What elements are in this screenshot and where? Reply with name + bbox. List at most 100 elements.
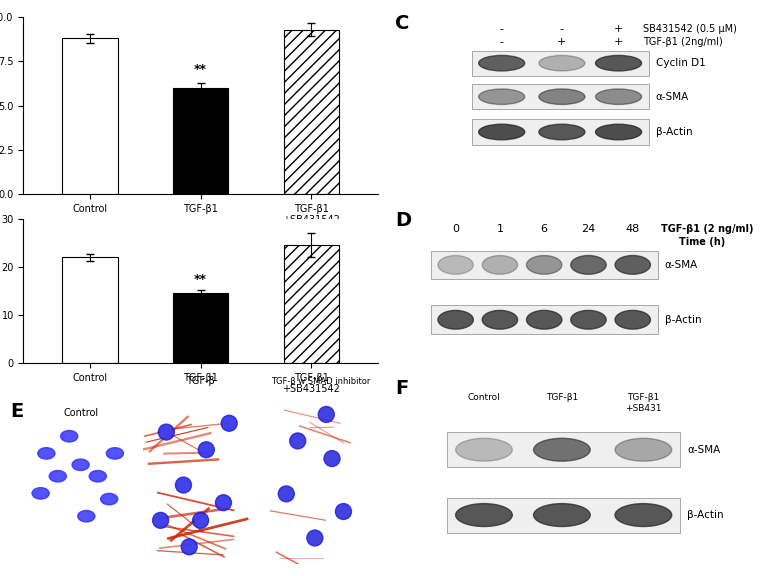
Text: α-SMA: α-SMA (665, 260, 698, 270)
Text: 1: 1 (496, 225, 503, 234)
Ellipse shape (571, 310, 606, 329)
Ellipse shape (615, 256, 651, 274)
Text: β-Actin: β-Actin (687, 510, 724, 520)
Bar (447, 432, 680, 467)
Ellipse shape (290, 433, 305, 449)
Bar (283, 29, 339, 194)
Ellipse shape (183, 541, 195, 552)
Ellipse shape (539, 124, 585, 140)
Bar (173, 293, 229, 363)
Ellipse shape (32, 488, 49, 499)
Ellipse shape (109, 449, 121, 457)
Text: β-Actin: β-Actin (665, 314, 702, 325)
Ellipse shape (178, 479, 189, 491)
Bar (471, 51, 648, 76)
Text: 24: 24 (581, 225, 596, 234)
Text: TGF-β1 (2 ng/ml): TGF-β1 (2 ng/ml) (661, 225, 753, 234)
Ellipse shape (218, 497, 229, 509)
Text: **: ** (194, 63, 207, 75)
Text: +: + (557, 37, 567, 47)
Text: Cyclin D1: Cyclin D1 (655, 58, 705, 68)
Ellipse shape (526, 256, 562, 274)
Ellipse shape (318, 407, 334, 422)
Ellipse shape (615, 503, 672, 526)
Ellipse shape (533, 503, 590, 526)
Text: F: F (395, 379, 409, 398)
Bar (431, 305, 658, 334)
Ellipse shape (478, 55, 525, 71)
Text: SB431542 (0.5 μM): SB431542 (0.5 μM) (644, 24, 738, 35)
Ellipse shape (101, 494, 117, 505)
Ellipse shape (438, 310, 474, 329)
Ellipse shape (278, 486, 294, 502)
Bar (62, 257, 117, 363)
Ellipse shape (456, 438, 512, 461)
Ellipse shape (89, 471, 106, 482)
Text: β-Actin: β-Actin (655, 127, 692, 137)
Ellipse shape (35, 490, 46, 497)
Ellipse shape (539, 89, 585, 104)
Text: C: C (395, 14, 410, 33)
Ellipse shape (324, 450, 340, 467)
Ellipse shape (155, 514, 166, 526)
Ellipse shape (539, 55, 585, 71)
Text: α-SMA: α-SMA (687, 445, 720, 454)
Bar (283, 245, 339, 363)
Ellipse shape (153, 513, 168, 528)
Text: TGF-β w SMAD inhibitor: TGF-β w SMAD inhibitor (271, 377, 370, 386)
Ellipse shape (221, 415, 237, 431)
Ellipse shape (193, 513, 208, 528)
Ellipse shape (335, 503, 352, 520)
Ellipse shape (526, 310, 562, 329)
Ellipse shape (615, 438, 672, 461)
Ellipse shape (615, 310, 651, 329)
Bar (173, 88, 229, 194)
Text: 6: 6 (541, 225, 547, 234)
Ellipse shape (106, 448, 124, 459)
Ellipse shape (78, 510, 95, 522)
Ellipse shape (49, 471, 67, 482)
Ellipse shape (38, 448, 55, 459)
Ellipse shape (103, 495, 115, 503)
Ellipse shape (181, 539, 197, 555)
Ellipse shape (72, 459, 89, 471)
Text: TGF-β1 (2ng/ml): TGF-β1 (2ng/ml) (644, 37, 723, 47)
Text: D: D (395, 211, 412, 230)
Ellipse shape (482, 310, 518, 329)
Ellipse shape (478, 89, 525, 104)
Ellipse shape (596, 124, 641, 140)
Ellipse shape (60, 430, 78, 442)
Text: -: - (500, 24, 503, 35)
Ellipse shape (198, 442, 215, 458)
Text: **: ** (194, 272, 207, 286)
Ellipse shape (158, 424, 175, 440)
Text: TGF-β1: TGF-β1 (546, 393, 578, 402)
Text: α-SMA: α-SMA (655, 92, 689, 102)
Text: Time (h): Time (h) (679, 237, 725, 248)
Ellipse shape (215, 495, 232, 511)
Text: TGF-β1
+SB431: TGF-β1 +SB431 (625, 393, 662, 412)
Bar (447, 498, 680, 533)
Ellipse shape (63, 432, 75, 440)
Ellipse shape (533, 438, 590, 461)
Text: +: + (614, 37, 623, 47)
Ellipse shape (81, 512, 92, 520)
Ellipse shape (92, 472, 103, 480)
Ellipse shape (596, 55, 641, 71)
Ellipse shape (200, 444, 212, 456)
Text: 48: 48 (626, 225, 640, 234)
Ellipse shape (571, 256, 606, 274)
Ellipse shape (175, 477, 192, 493)
Ellipse shape (456, 503, 512, 526)
Ellipse shape (41, 449, 52, 457)
Ellipse shape (482, 256, 518, 274)
Text: +: + (614, 24, 623, 35)
Bar (471, 119, 648, 145)
Ellipse shape (596, 89, 641, 104)
Text: TGF-β: TGF-β (186, 376, 215, 386)
Text: 0: 0 (452, 225, 459, 234)
Ellipse shape (438, 256, 474, 274)
Ellipse shape (307, 530, 323, 546)
Ellipse shape (223, 418, 235, 429)
Ellipse shape (75, 461, 86, 469)
